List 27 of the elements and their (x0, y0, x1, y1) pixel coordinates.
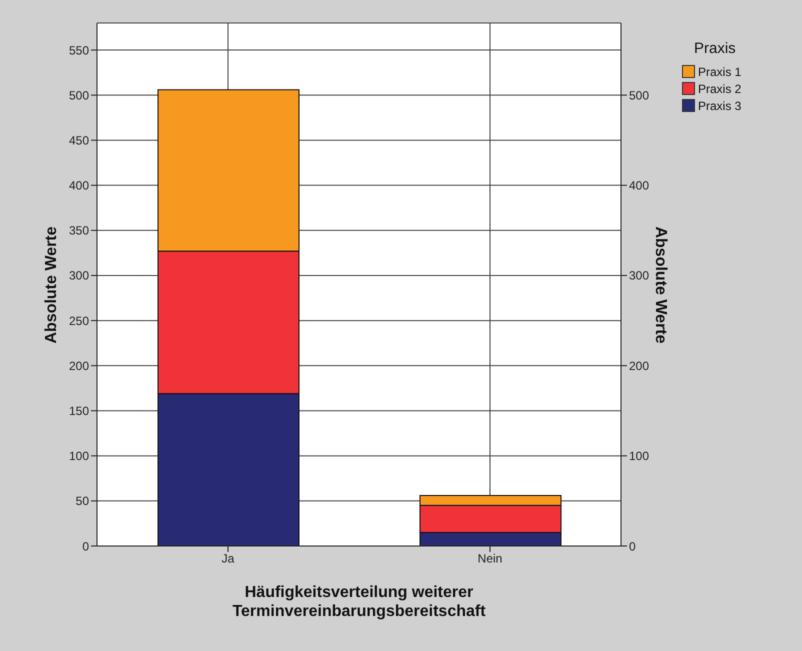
legend-title: Praxis (694, 40, 737, 57)
y-tick-label: 400 (68, 178, 90, 193)
x-tick-label: Ja (222, 552, 235, 566)
y-tick-label: 350 (68, 224, 90, 238)
y2-tick-label: 0 (629, 539, 636, 554)
y2-tick-label: 300 (629, 268, 650, 283)
y-tick-label: 0 (82, 539, 90, 554)
y-axis-title: Absolute Werte (43, 226, 61, 344)
x-axis-title: Häufigkeitsverteilung weiterer Terminvereinbarungsbereitschaft (231, 583, 487, 621)
y-tick-label: 250 (68, 314, 90, 328)
y-tick-label: 200 (68, 358, 90, 373)
y-tick-label: 550 (68, 43, 90, 58)
legend-label: Praxis 2 (698, 82, 742, 96)
y-tick-label: 450 (68, 133, 90, 148)
y2-tick-label: 200 (629, 358, 650, 373)
y-tick-label: 300 (68, 268, 90, 283)
y-tick-label: 150 (68, 404, 90, 418)
legend-label: Praxis 1 (698, 64, 742, 78)
y2-tick-label: 500 (629, 88, 650, 102)
legend-label: Praxis 3 (698, 98, 742, 112)
y2-tick-label: 100 (629, 449, 650, 464)
y2-tick-label: 400 (629, 178, 650, 193)
y2-axis-title: Absolute Werte (651, 226, 669, 344)
y-tick-label: 500 (68, 88, 90, 102)
x-tick-label: Nein (478, 552, 502, 566)
y-tick-label: 100 (68, 449, 90, 464)
y-tick-label: 50 (76, 494, 90, 508)
